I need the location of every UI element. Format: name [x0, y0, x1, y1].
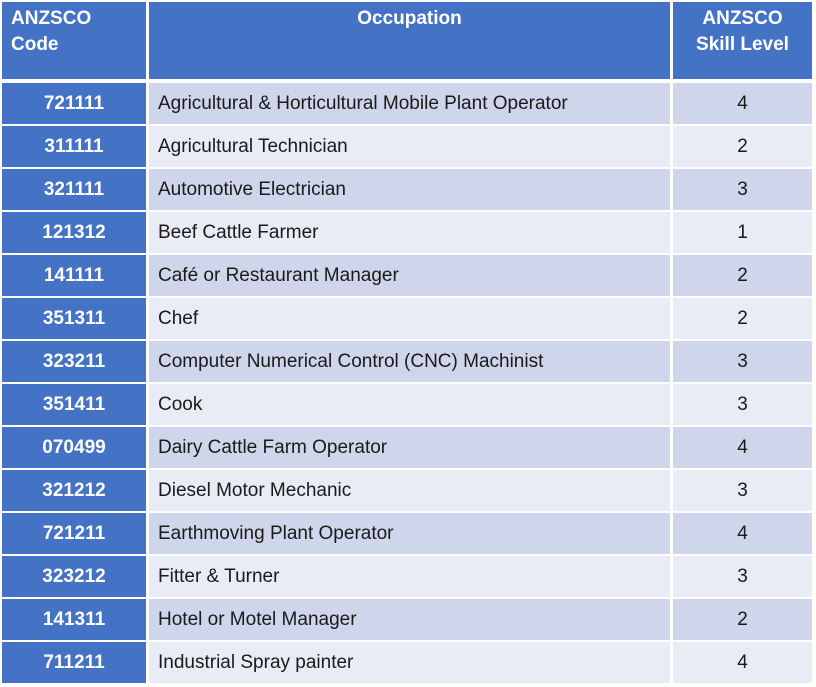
skill-cell: 1 — [673, 212, 812, 253]
table-row: 121312 Beef Cattle Farmer 1 — [2, 212, 812, 253]
occupation-cell: Fitter & Turner — [149, 556, 670, 597]
table-row: 323211 Computer Numerical Control (CNC) … — [2, 341, 812, 382]
code-cell: 321212 — [2, 470, 146, 511]
occupation-cell: Chef — [149, 298, 670, 339]
code-cell: 141111 — [2, 255, 146, 296]
table-row: 321212 Diesel Motor Mechanic 3 — [2, 470, 812, 511]
skill-cell: 3 — [673, 341, 812, 382]
table-row: 721111 Agricultural & Horticultural Mobi… — [2, 83, 812, 124]
occupation-cell: Dairy Cattle Farm Operator — [149, 427, 670, 468]
header-code-line2: Code — [11, 34, 59, 55]
table-header: ANZSCO Code Occupation ANZSCO Skill Leve… — [2, 2, 812, 79]
skill-cell: 3 — [673, 384, 812, 425]
table-row: 711211 Industrial Spray painter 4 — [2, 642, 812, 683]
skill-cell: 2 — [673, 599, 812, 640]
skill-cell: 2 — [673, 298, 812, 339]
skill-cell: 4 — [673, 427, 812, 468]
code-cell: 721211 — [2, 513, 146, 554]
header-skill: ANZSCO Skill Level — [673, 2, 812, 79]
skill-cell: 4 — [673, 83, 812, 124]
header-code-line1: ANZSCO — [11, 8, 92, 29]
table-row: 321111 Automotive Electrician 3 — [2, 169, 812, 210]
code-cell: 121312 — [2, 212, 146, 253]
occupation-cell: Agricultural Technician — [149, 126, 670, 167]
occupation-cell: Hotel or Motel Manager — [149, 599, 670, 640]
occupation-cell: Earthmoving Plant Operator — [149, 513, 670, 554]
skill-cell: 4 — [673, 513, 812, 554]
skill-cell: 4 — [673, 642, 812, 683]
table-row: 141311 Hotel or Motel Manager 2 — [2, 599, 812, 640]
occupation-cell: Diesel Motor Mechanic — [149, 470, 670, 511]
code-cell: 351411 — [2, 384, 146, 425]
occupation-cell: Beef Cattle Farmer — [149, 212, 670, 253]
table-row: 351311 Chef 2 — [2, 298, 812, 339]
code-cell: 070499 — [2, 427, 146, 468]
header-skill-line1: ANZSCO — [702, 8, 783, 29]
skill-cell: 2 — [673, 126, 812, 167]
skill-cell: 2 — [673, 255, 812, 296]
occupation-cell: Café or Restaurant Manager — [149, 255, 670, 296]
occupation-cell: Industrial Spray painter — [149, 642, 670, 683]
header-skill-line2: Skill Level — [696, 34, 789, 55]
occupation-cell: Agricultural & Horticultural Mobile Plan… — [149, 83, 670, 124]
code-cell: 323212 — [2, 556, 146, 597]
table-row: 323212 Fitter & Turner 3 — [2, 556, 812, 597]
code-cell: 141311 — [2, 599, 146, 640]
occupation-cell: Automotive Electrician — [149, 169, 670, 210]
code-cell: 311111 — [2, 126, 146, 167]
skill-cell: 3 — [673, 556, 812, 597]
table-row: 070499 Dairy Cattle Farm Operator 4 — [2, 427, 812, 468]
skill-cell: 3 — [673, 470, 812, 511]
table-row: 351411 Cook 3 — [2, 384, 812, 425]
header-occupation: Occupation — [149, 2, 670, 79]
occupation-cell: Cook — [149, 384, 670, 425]
header-code: ANZSCO Code — [2, 2, 146, 79]
skill-cell: 3 — [673, 169, 812, 210]
code-cell: 351311 — [2, 298, 146, 339]
code-cell: 721111 — [2, 83, 146, 124]
code-cell: 711211 — [2, 642, 146, 683]
code-cell: 323211 — [2, 341, 146, 382]
code-cell: 321111 — [2, 169, 146, 210]
occupation-cell: Computer Numerical Control (CNC) Machini… — [149, 341, 670, 382]
table-row: 311111 Agricultural Technician 2 — [2, 126, 812, 167]
table-row: 141111 Café or Restaurant Manager 2 — [2, 255, 812, 296]
table-row: 721211 Earthmoving Plant Operator 4 — [2, 513, 812, 554]
